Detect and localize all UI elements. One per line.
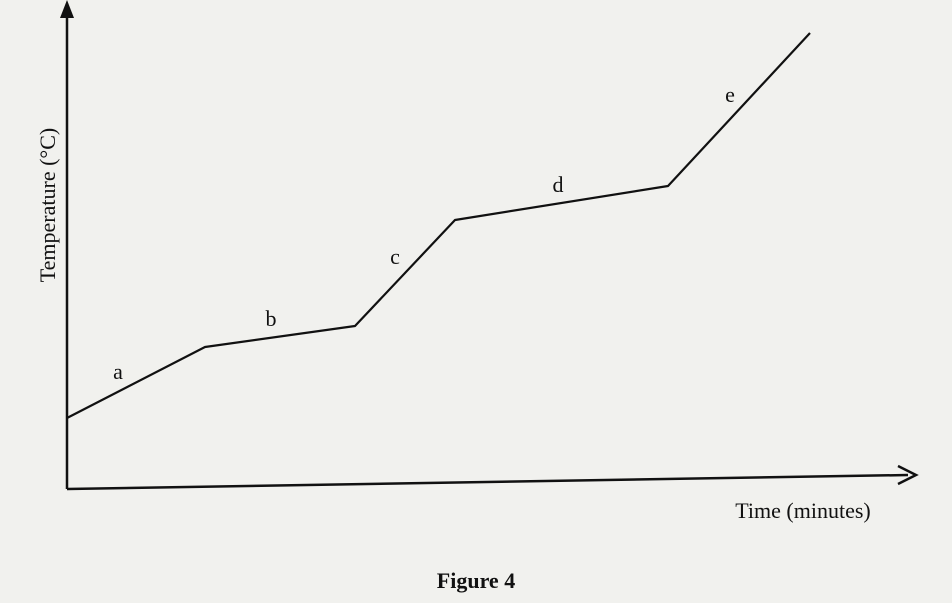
segment-label: d xyxy=(553,172,564,197)
x-axis-arrow xyxy=(897,464,919,486)
segment-label: a xyxy=(113,359,123,384)
heating-curve xyxy=(66,32,811,419)
x-axis-label: Time (minutes) xyxy=(735,498,870,523)
x-axis xyxy=(66,473,909,491)
segment-label: c xyxy=(390,244,400,269)
y-axis-label: Temperature (°C) xyxy=(35,128,60,282)
caption: Figure 4 xyxy=(437,568,515,593)
segment-label: e xyxy=(725,82,735,107)
segment-label: b xyxy=(266,306,277,331)
y-axis-arrow xyxy=(60,0,74,18)
